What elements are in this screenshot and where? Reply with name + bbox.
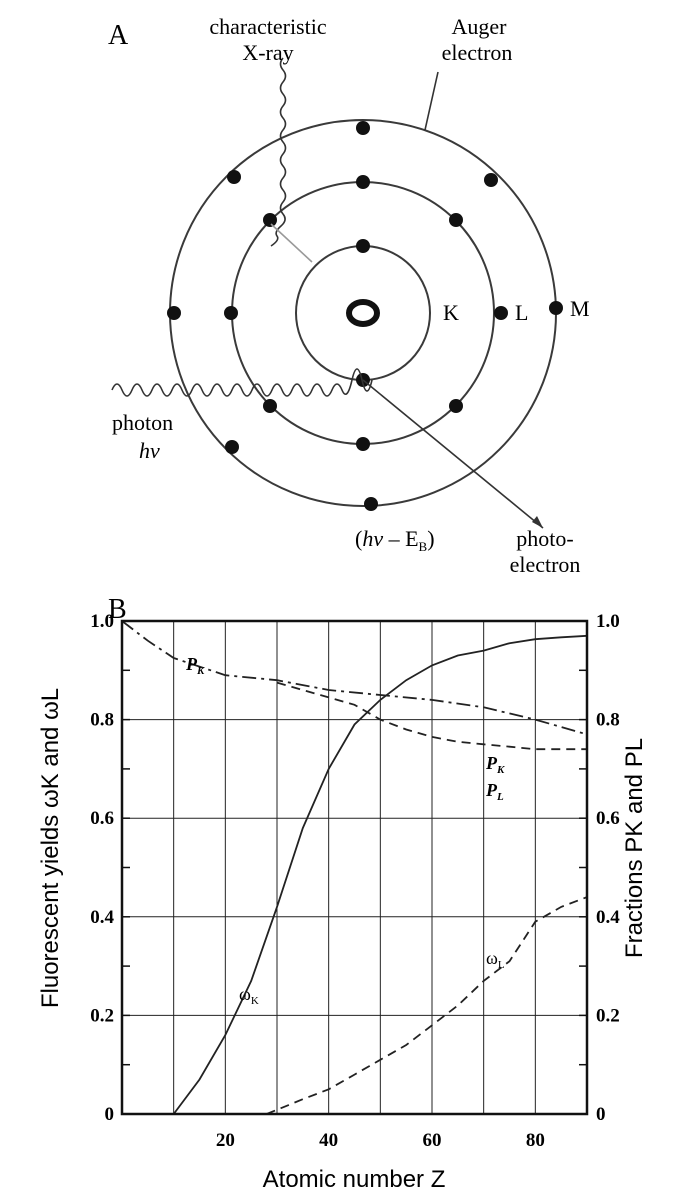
panel-b: B Fluorescent yields ωK and ωL Fractions… (37, 594, 648, 1193)
pl-curve-label: PL (485, 780, 504, 803)
shell-k-orbit (295, 245, 431, 381)
xray-wave (270, 57, 287, 247)
shell-m-label: M (570, 296, 590, 321)
electron-m (167, 306, 181, 320)
series-line (121, 620, 588, 736)
electron-m (484, 173, 498, 187)
plot-frame (120, 619, 589, 1116)
panel-b-label: B (108, 594, 127, 625)
series-line (276, 681, 587, 751)
electron-m (364, 497, 378, 511)
y2-tick-label: 1.0 (596, 611, 620, 632)
y-tick-label: 0.6 (90, 808, 114, 829)
auger-label-line2: electron (442, 40, 513, 65)
electron-l (224, 306, 238, 320)
xray-transition-line (270, 223, 313, 263)
electron-m (356, 121, 370, 135)
electron-m (225, 440, 239, 454)
photoelectron-arrowhead (532, 516, 543, 528)
electron-m (227, 170, 241, 184)
chart-series (121, 620, 588, 1115)
electron-l (356, 175, 370, 189)
omega-l-curve-label: ωL (486, 948, 505, 971)
x-axis-title: Atomic number Z (263, 1166, 446, 1193)
left-axis-title: Fluorescent yields ωK and ωL (37, 688, 64, 1008)
photoelectron-label-line1: photo- (516, 526, 573, 551)
y2-tick-label: 0.4 (596, 907, 620, 928)
y-tick-label: 1.0 (90, 611, 114, 632)
omega-k-curve-label: ωK (239, 984, 259, 1007)
y2-tick-label: 0 (596, 1104, 606, 1125)
panel-a-label: A (108, 20, 129, 51)
x-tick-label: 40 (319, 1130, 338, 1151)
xray-label-line2: X-ray (242, 40, 293, 65)
electron-l (449, 213, 463, 227)
series-line (172, 634, 588, 1115)
electron-m (549, 301, 563, 315)
series-line (266, 896, 588, 1115)
chart-grid (122, 621, 587, 1114)
electron-l (494, 306, 508, 320)
y2-tick-label: 0.2 (596, 1005, 620, 1026)
panel-a: A (108, 14, 590, 577)
electron-l (356, 437, 370, 451)
x-tick-label: 60 (423, 1130, 442, 1151)
photoelectron-energy-label: (hv – EB) (355, 526, 435, 554)
electron-k-top (356, 239, 370, 253)
electron-l (263, 213, 277, 227)
right-axis-title: Fractions PK and PL (621, 738, 648, 958)
y-tick-label: 0.2 (90, 1005, 114, 1026)
pk-curve-label-left: PK (185, 654, 205, 677)
photon-label: photon (112, 410, 173, 435)
xray-label-line1: characteristic (209, 14, 326, 39)
electron-l (449, 399, 463, 413)
auger-label-line1: Auger (452, 14, 508, 39)
y-tick-label: 0 (105, 1104, 115, 1125)
electron-l (263, 399, 277, 413)
shell-k-label: K (443, 300, 459, 325)
nucleus (346, 299, 380, 327)
y-tick-label: 0.4 (90, 907, 114, 928)
photon-energy-label: hv (139, 438, 160, 463)
photoelectron-label-line2: electron (510, 552, 581, 577)
y2-tick-label: 0.6 (596, 808, 620, 829)
shell-l-label: L (515, 300, 528, 325)
x-tick-label: 20 (216, 1130, 235, 1151)
auger-electron-track (424, 71, 439, 131)
y2-tick-label: 0.8 (596, 710, 620, 731)
y-tick-label: 0.8 (90, 710, 114, 731)
x-tick-label: 80 (526, 1130, 545, 1151)
incoming-photon-wave (111, 368, 373, 397)
pk-curve-label-right: PK (485, 753, 505, 776)
photoelectron-track (362, 379, 544, 529)
